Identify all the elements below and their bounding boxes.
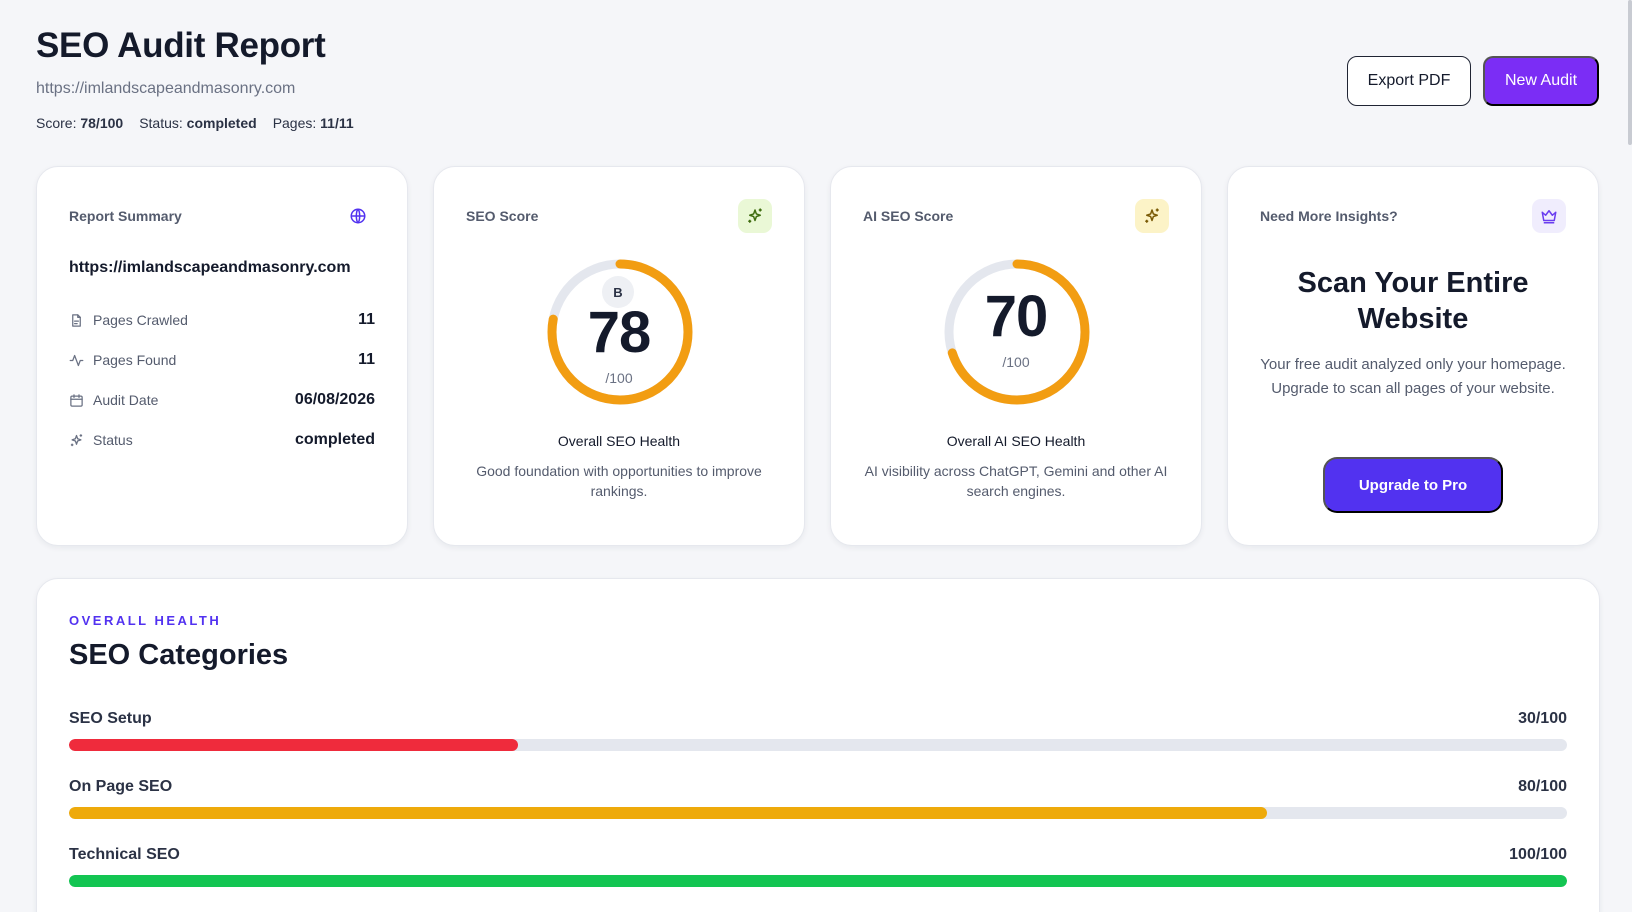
seo-score-denominator: /100 bbox=[605, 370, 633, 386]
sparkles-icon bbox=[1135, 199, 1169, 233]
summary-row-label: Pages Found bbox=[93, 352, 177, 368]
summary-row-status: Status completed bbox=[69, 428, 375, 452]
summary-row-value: completed bbox=[294, 431, 375, 448]
ai-seo-score-value: 70 bbox=[984, 284, 1049, 349]
calendar-icon bbox=[69, 392, 85, 408]
seo-score-card: SEO Score B 78 /100 Overall SEO Health G… bbox=[433, 166, 805, 546]
ai-seo-score-card: AI SEO Score 70 /100 Overall AI SEO Heal… bbox=[830, 166, 1202, 546]
category-name: SEO Setup bbox=[69, 710, 152, 727]
category-name: Technical SEO bbox=[69, 846, 180, 863]
summary-row-value: 11 bbox=[358, 311, 375, 328]
category-score: 80/100 bbox=[1518, 778, 1567, 795]
card-label: Report Summary bbox=[69, 208, 182, 224]
gauge-arc bbox=[944, 259, 1090, 405]
page-title: SEO Audit Report bbox=[36, 26, 326, 65]
seo-score-value: 78 bbox=[587, 300, 652, 365]
progress-track bbox=[69, 875, 1567, 887]
seo-health-title: Overall SEO Health bbox=[557, 433, 681, 449]
report-summary-card: Report Summary https://imlandscapeandmas… bbox=[36, 166, 408, 546]
summary-row-label: Audit Date bbox=[93, 392, 159, 408]
ai-seo-health-description: AI visibility across ChatGPT, Gemini and… bbox=[864, 463, 1168, 499]
summary-row-label: Status bbox=[93, 432, 133, 448]
file-icon bbox=[69, 312, 85, 328]
meta-pages-value: 11/11 bbox=[320, 115, 354, 131]
card-label: Need More Insights? bbox=[1260, 208, 1398, 224]
category-row-seo-setup: SEO Setup 30/100 bbox=[69, 710, 1567, 756]
promo-title: Scan Your Entire Website bbox=[1297, 267, 1529, 335]
card-label: SEO Score bbox=[466, 208, 539, 224]
summary-row-pages-found: Pages Found 11 bbox=[69, 348, 375, 372]
meta-score-value: 78/100 bbox=[80, 115, 124, 131]
upgrade-to-pro-button[interactable]: Upgrade to Pro bbox=[1323, 457, 1503, 513]
gauge-arc bbox=[547, 259, 693, 405]
ai-seo-health-title: Overall AI SEO Health bbox=[946, 433, 1086, 449]
meta-status-value: completed bbox=[186, 115, 257, 131]
sparkles-icon bbox=[69, 432, 85, 448]
meta-status: Status: completed bbox=[139, 115, 257, 131]
grade-badge: B bbox=[602, 276, 634, 308]
progress-track bbox=[69, 807, 1567, 819]
progress-fill bbox=[69, 807, 1268, 819]
summary-row-audit-date: Audit Date 06/08/2026 bbox=[69, 388, 375, 412]
scrollbar[interactable] bbox=[1628, 0, 1632, 145]
ai-seo-score-gauge bbox=[944, 259, 1090, 405]
summary-url: https://imlandscapeandmasonry.com bbox=[69, 259, 351, 276]
section-eyebrow: OVERALL HEALTH bbox=[69, 613, 222, 628]
category-score: 30/100 bbox=[1518, 710, 1567, 727]
progress-fill bbox=[69, 739, 519, 751]
ai-seo-score-denominator: /100 bbox=[1002, 354, 1030, 370]
meta-score: Score: 78/100 bbox=[36, 115, 124, 131]
progress-fill bbox=[69, 875, 1567, 887]
new-audit-button[interactable]: New Audit bbox=[1483, 56, 1599, 106]
section-title: SEO Categories bbox=[69, 639, 289, 671]
sparkles-icon bbox=[738, 199, 772, 233]
progress-track bbox=[69, 739, 1567, 751]
audited-url: https://imlandscapeandmasonry.com bbox=[36, 80, 296, 97]
category-score: 100/100 bbox=[1509, 846, 1567, 863]
seo-score-gauge bbox=[547, 259, 693, 405]
activity-icon bbox=[69, 352, 85, 368]
seo-categories-card: OVERALL HEALTH SEO Categories SEO Setup … bbox=[36, 578, 1600, 912]
summary-row-pages-crawled: Pages Crawled 11 bbox=[69, 308, 375, 332]
upgrade-promo-card: Need More Insights? Scan Your Entire Web… bbox=[1227, 166, 1599, 546]
category-row-on-page-seo: On Page SEO 80/100 bbox=[69, 778, 1567, 824]
category-row-technical-seo: Technical SEO 100/100 bbox=[69, 846, 1567, 892]
summary-row-value: 11 bbox=[358, 351, 375, 368]
card-label: AI SEO Score bbox=[863, 208, 954, 224]
globe-icon bbox=[341, 199, 375, 233]
crown-icon bbox=[1532, 199, 1566, 233]
export-pdf-button[interactable]: Export PDF bbox=[1347, 56, 1471, 106]
summary-row-value: 06/08/2026 bbox=[294, 391, 375, 408]
meta-pages: Pages: 11/11 bbox=[272, 115, 354, 131]
summary-row-label: Pages Crawled bbox=[93, 312, 188, 328]
audit-meta: Score: 78/100 Status: completed Pages: 1… bbox=[36, 115, 354, 131]
category-name: On Page SEO bbox=[69, 778, 173, 795]
promo-text: Your free audit analyzed only your homep… bbox=[1260, 356, 1566, 397]
seo-health-description: Good foundation with opportunities to im… bbox=[476, 463, 762, 499]
